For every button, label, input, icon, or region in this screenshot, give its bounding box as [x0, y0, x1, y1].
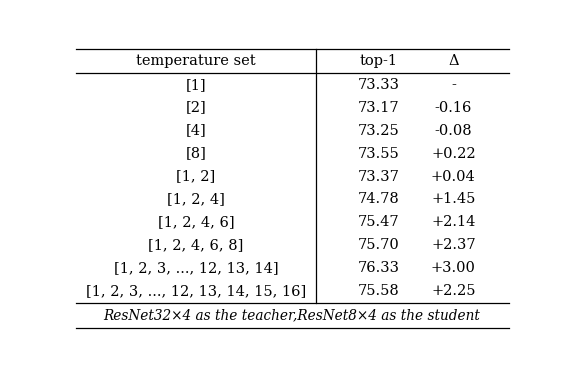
Text: -0.16: -0.16 [435, 101, 472, 115]
Text: temperature set: temperature set [136, 54, 256, 68]
Text: 75.70: 75.70 [357, 238, 399, 252]
Text: [8]: [8] [186, 147, 206, 161]
Text: [1]: [1] [186, 78, 206, 92]
Text: [1, 2, 4]: [1, 2, 4] [167, 192, 225, 206]
Text: 73.25: 73.25 [357, 124, 399, 138]
Text: 75.58: 75.58 [357, 284, 399, 298]
Text: 73.17: 73.17 [357, 101, 399, 115]
Text: +1.45: +1.45 [431, 192, 475, 206]
Text: [1, 2]: [1, 2] [177, 169, 215, 184]
Text: +2.14: +2.14 [431, 215, 475, 229]
Text: -0.08: -0.08 [434, 124, 472, 138]
Text: 76.33: 76.33 [357, 261, 399, 275]
Text: [2]: [2] [186, 101, 206, 115]
Text: ResNet32×4 as the teacher,ResNet8×4 as the student: ResNet32×4 as the teacher,ResNet8×4 as t… [104, 308, 481, 322]
Text: +2.25: +2.25 [431, 284, 475, 298]
Text: Δ: Δ [448, 54, 459, 68]
Text: +3.00: +3.00 [431, 261, 476, 275]
Text: [4]: [4] [186, 124, 206, 138]
Text: +2.37: +2.37 [431, 238, 476, 252]
Text: top-1: top-1 [359, 54, 397, 68]
Text: [1, 2, 4, 6]: [1, 2, 4, 6] [158, 215, 234, 229]
Text: -: - [451, 78, 456, 92]
Text: [1, 2, 4, 6, 8]: [1, 2, 4, 6, 8] [148, 238, 244, 252]
Text: +0.22: +0.22 [431, 147, 476, 161]
Text: 73.37: 73.37 [357, 169, 399, 184]
Text: 73.55: 73.55 [357, 147, 399, 161]
Text: +0.04: +0.04 [431, 169, 476, 184]
Text: 74.78: 74.78 [357, 192, 399, 206]
Text: 75.47: 75.47 [357, 215, 399, 229]
Text: 73.33: 73.33 [357, 78, 399, 92]
Text: [1, 2, 3, ..., 12, 13, 14]: [1, 2, 3, ..., 12, 13, 14] [114, 261, 278, 275]
Text: [1, 2, 3, ..., 12, 13, 14, 15, 16]: [1, 2, 3, ..., 12, 13, 14, 15, 16] [86, 284, 306, 298]
